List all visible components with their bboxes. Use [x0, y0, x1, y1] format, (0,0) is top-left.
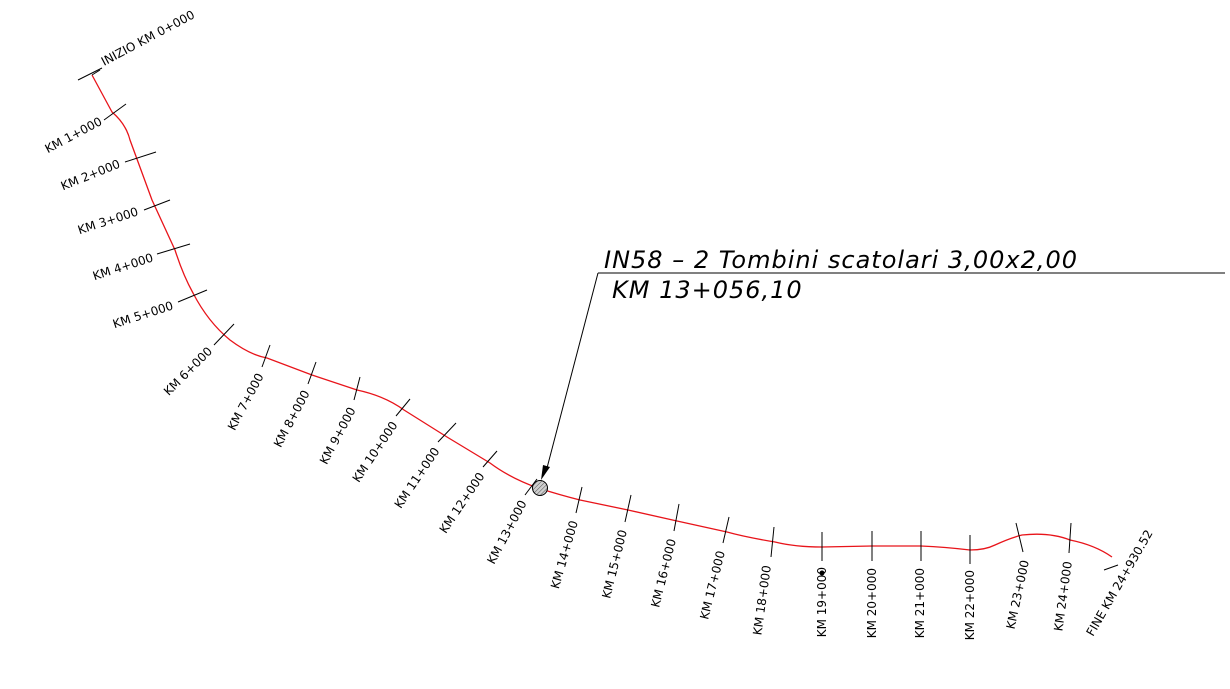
- km-ticks: [103, 103, 1119, 571]
- tick-km14: [575, 486, 583, 514]
- km-labels: KM 1+000 KM 2+000 KM 3+000 KM 4+000 KM 5…: [43, 114, 1075, 640]
- callout-leader: [546, 272, 599, 469]
- km-label: KM 16+000: [648, 537, 679, 609]
- km-label: KM 6+000: [161, 344, 215, 398]
- callout: IN58 – 2 Tombini scatolari 3,00x2,00 KM …: [541, 246, 1225, 480]
- tick-km13: [524, 478, 538, 496]
- km-label: KM 22+000: [963, 570, 977, 640]
- km-label: KM 1+000: [43, 114, 105, 156]
- tick-km17: [722, 516, 730, 544]
- tick-km16: [673, 503, 680, 532]
- km-label: KM 17+000: [697, 549, 728, 621]
- tick-km1: [103, 103, 127, 121]
- km-label: KM 7+000: [225, 371, 267, 433]
- km-label: KM 4+000: [91, 251, 155, 284]
- km-label: KM 8+000: [271, 388, 313, 450]
- km-label: KM 24+000: [1051, 560, 1075, 632]
- tick-km18: [770, 526, 775, 558]
- culvert-marker[interactable]: [532, 480, 548, 496]
- callout-title: IN58 – 2 Tombini scatolari 3,00x2,00: [604, 246, 1078, 274]
- km-label: KM 13+000: [484, 498, 529, 567]
- km-label: KM 14+000: [548, 519, 581, 590]
- tick-km3: [143, 199, 171, 211]
- tick-km7: [261, 344, 271, 368]
- tick-km2: [124, 151, 157, 163]
- km-label: KM 20+000: [865, 568, 879, 638]
- km-label: KM 5+000: [111, 299, 175, 332]
- callout-arrowhead: [541, 465, 550, 480]
- tick-km23: [1015, 522, 1024, 553]
- tick-km12: [482, 450, 498, 468]
- km-label: KM 18+000: [750, 564, 774, 636]
- tick-km11: [437, 422, 457, 443]
- tick-km4: [156, 243, 191, 255]
- start-label: INIZIO KM 0+000: [99, 8, 197, 69]
- km-label: KM 3+000: [76, 205, 140, 238]
- start-bar: [77, 67, 103, 81]
- tick-km15: [624, 494, 632, 523]
- km19-dot: [819, 570, 825, 576]
- road-alignment-line: [91, 74, 1113, 558]
- km-label: KM 15+000: [599, 528, 630, 600]
- tick-km6: [213, 323, 235, 346]
- km-label: KM 11+000: [392, 445, 443, 511]
- km-label: KM 12+000: [437, 470, 488, 536]
- tick-km5: [177, 289, 208, 303]
- km-label: KM 19+000: [815, 567, 829, 637]
- km-label: KM 23+000: [1004, 559, 1032, 631]
- km-label: KM 21+000: [913, 568, 927, 638]
- tick-km24: [1068, 522, 1072, 554]
- tick-km9: [353, 376, 361, 401]
- km-label: KM 2+000: [59, 157, 122, 193]
- tick-km8: [307, 361, 317, 385]
- end-label: FINE KM 24+930.52: [1083, 527, 1155, 638]
- km-label: KM 9+000: [317, 405, 359, 467]
- callout-station: KM 13+056,10: [612, 276, 803, 304]
- tick-end: [1103, 564, 1119, 571]
- km-label: KM 10+000: [350, 419, 401, 485]
- start-leader: [91, 69, 101, 76]
- tick-km10: [395, 398, 411, 417]
